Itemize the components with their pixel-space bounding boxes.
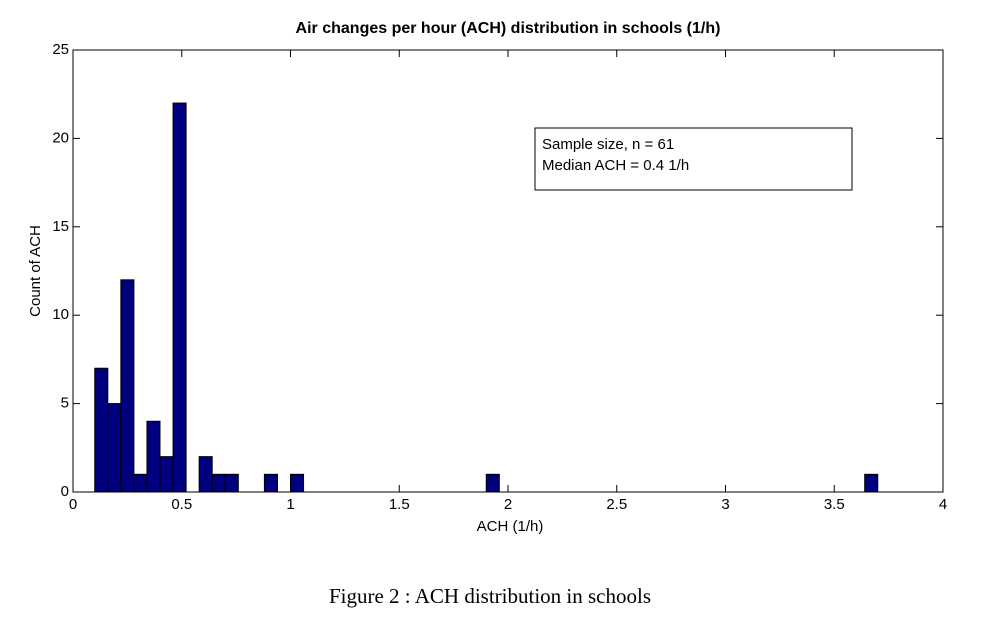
bar [107,403,122,493]
y-tick-label: 20 [52,129,69,146]
x-tick-label: 0 [69,496,77,513]
bar [159,456,174,493]
y-tick-label: 15 [52,218,69,235]
bar [224,473,239,493]
bar [263,473,278,493]
x-tick-label: 2 [504,496,512,513]
x-tick-label: 1.5 [389,496,410,513]
bar [133,473,148,493]
y-axis-label: Count of ACH [27,225,44,317]
x-tick-label: 3.5 [824,496,845,513]
annotation: Median ACH = 0.4 1/h [542,157,689,174]
bar [146,420,161,493]
bar [211,473,226,493]
x-tick-label: 1 [286,496,294,513]
y-tick-label: 25 [52,41,69,58]
bar [290,473,305,493]
chart-title: Air changes per hour (ACH) distribution … [296,20,721,37]
y-tick-label: 10 [52,306,69,323]
bar [120,279,135,493]
bar [198,456,213,493]
x-tick-label: 2.5 [606,496,627,513]
plot-frame [72,49,944,493]
x-axis-label: ACH (1/h) [477,518,544,535]
annotation-box [534,127,853,191]
x-tick-label: 3 [721,496,729,513]
bar [485,473,500,493]
annotation: Sample size, n = 61 [542,136,674,153]
x-tick-label: 4 [939,496,947,513]
x-tick-label: 0.5 [171,496,192,513]
y-tick-label: 5 [61,395,69,412]
caption: Figure 2 : ACH distribution in schools [329,584,651,608]
bar [864,473,879,493]
bar [94,367,109,493]
y-tick-label: 0 [61,483,69,500]
bar [172,102,187,493]
